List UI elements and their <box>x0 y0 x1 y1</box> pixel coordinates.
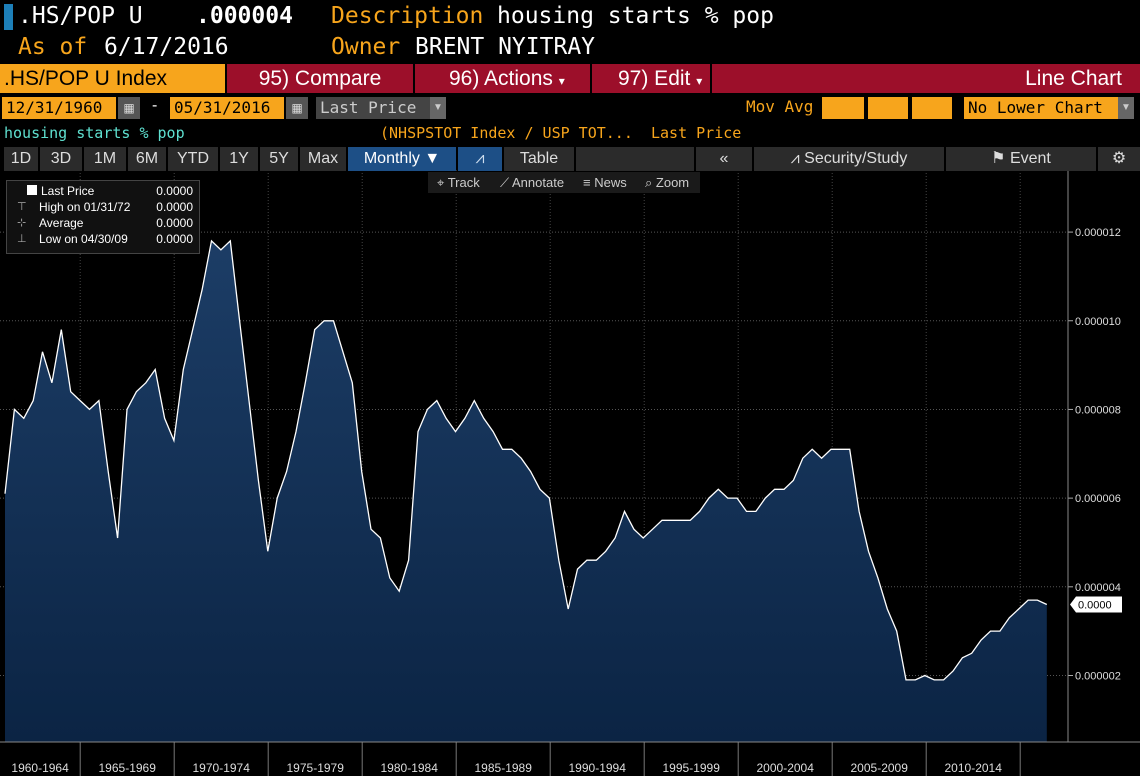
x-tick-label: 1970-1974 <box>193 761 251 775</box>
menu-label: 96) Actions <box>449 67 553 90</box>
stat-label: High on 01/31/72 <box>39 200 131 214</box>
tool-bar <box>428 172 700 193</box>
tool-label: News <box>594 175 627 190</box>
menu[interactable]: 95) Compare <box>227 64 413 93</box>
cursor <box>4 4 13 30</box>
y-tick-label: 0.000012 <box>1075 227 1121 239</box>
legend-swatch <box>27 185 37 195</box>
tool-label: Zoom <box>655 175 690 190</box>
period-tab[interactable]: 3D <box>40 147 82 171</box>
period-tab[interactable]: 5Y <box>260 147 298 171</box>
y-tick-label: 0.000004 <box>1075 582 1121 594</box>
dropdown-arrow[interactable]: ▼ <box>430 97 446 119</box>
lower-chart[interactable]: No Lower Chart <box>964 97 1118 119</box>
end-date[interactable]: 05/31/2016 <box>170 97 284 119</box>
y-tick-label: 0.000006 <box>1075 493 1121 505</box>
period-tab[interactable]: Max <box>300 147 346 171</box>
mov-avg-input[interactable] <box>822 97 864 119</box>
asof: 6/17/2016 <box>104 34 229 60</box>
legend-icon: ⊤ <box>17 201 27 213</box>
y-tick-label: 0.000008 <box>1075 404 1121 416</box>
security[interactable]: .HS/POP U Index <box>0 64 225 93</box>
event-label: Event <box>1009 150 1051 167</box>
start-date[interactable]: 12/31/1960 <box>2 97 116 119</box>
x-tick-label: 2010-2014 <box>945 761 1003 775</box>
menu[interactable]: 97) Edit ▾ <box>592 64 710 93</box>
field-select[interactable]: Last Price <box>316 97 430 119</box>
x-tick-label: 2005-2009 <box>851 761 909 775</box>
study-label: Security/Study <box>804 150 908 167</box>
period-tab[interactable]: YTD <box>168 147 218 171</box>
owner: BRENT NYITRAY <box>415 34 596 60</box>
x-tick-label: 1995-1999 <box>663 761 721 775</box>
mov-avg-input[interactable] <box>912 97 952 119</box>
calendar-icon[interactable]: ▦ <box>118 97 140 119</box>
description: housing starts % pop <box>497 3 774 29</box>
stat-value: 0.0000 <box>156 232 193 246</box>
legend-name: Last Price <box>41 184 95 198</box>
legend-value: 0.0000 <box>156 184 193 198</box>
tool[interactable]: ⌕ Zoom <box>645 175 690 190</box>
info-field: Last Price <box>651 124 742 142</box>
period-tab[interactable]: 1D <box>4 147 38 171</box>
dash: - <box>152 97 158 114</box>
tool[interactable]: ≡ News <box>583 175 627 190</box>
description-label: Description <box>331 3 484 29</box>
settings[interactable]: ⚙ <box>1098 147 1140 171</box>
y-tick-label: 0.000010 <box>1075 316 1121 328</box>
tool[interactable]: ⟋ Annotate <box>500 175 565 190</box>
x-tick-label: 1975-1979 <box>287 761 345 775</box>
info-formula: (NHSPSTOT Index / USP TOT... <box>380 124 633 142</box>
dropdown-arrow[interactable]: ▼ <box>1118 97 1134 119</box>
line <box>4 239 1048 681</box>
stat-label: Low on 04/30/09 <box>39 232 128 246</box>
chart-icon[interactable]: ⩘ <box>458 147 502 171</box>
study[interactable]: ⩘ Security/Study <box>754 147 944 171</box>
event[interactable]: ⚑ Event <box>946 147 1096 171</box>
ticker: .HS/POP U <box>18 3 143 29</box>
tool[interactable]: ⌖ Track <box>437 175 480 190</box>
mov-avg-input[interactable] <box>868 97 908 119</box>
asof-label: As of <box>18 34 88 60</box>
legend-icon: ⊹ <box>17 217 27 229</box>
x-tick-label: 1990-1994 <box>569 761 627 775</box>
spacer <box>576 147 694 171</box>
period-tab[interactable]: 6M <box>128 147 166 171</box>
legend-icon: ⊥ <box>17 233 27 245</box>
stat-label: Average <box>39 216 84 230</box>
last-tag <box>1070 596 1122 613</box>
info-name: housing starts % pop <box>4 124 185 142</box>
x-tick-label: 1965-1969 <box>99 761 157 775</box>
tool-label: Annotate <box>512 175 565 190</box>
stat-value: 0.0000 <box>156 200 193 214</box>
frequency[interactable]: Monthly ▼ <box>348 147 456 171</box>
x-tick-label: 1960-1964 <box>11 761 69 775</box>
frequency-label: Monthly <box>363 150 420 167</box>
period-tab[interactable]: 1Y <box>220 147 258 171</box>
x-tick-label: 1980-1984 <box>381 761 439 775</box>
stat-value: 0.0000 <box>156 216 193 230</box>
calendar-icon[interactable]: ▦ <box>286 97 308 119</box>
mov-avg-label: Mov Avg <box>746 97 814 116</box>
period-tab[interactable]: 1M <box>84 147 126 171</box>
y-tick-label: 0.000002 <box>1075 670 1121 682</box>
menu[interactable]: 96) Actions ▾ <box>415 64 590 93</box>
table-tab[interactable]: Table <box>504 147 574 171</box>
menu-label: 97) Edit <box>618 67 691 90</box>
x-tick-label: 1985-1989 <box>475 761 533 775</box>
value: .000004 <box>196 3 293 29</box>
last-tag-label: 0.0000 <box>1078 600 1112 612</box>
collapse[interactable]: « <box>696 147 752 171</box>
legend: Last Price 0.0000 ⊤ High on 01/31/72 0.000… <box>6 180 200 254</box>
chart-type[interactable]: Line Chart <box>712 64 1140 93</box>
area <box>5 240 1047 742</box>
x-tick-label: 2000-2004 <box>757 761 815 775</box>
tool-label: Track <box>447 175 480 190</box>
owner-label: Owner <box>331 34 401 60</box>
